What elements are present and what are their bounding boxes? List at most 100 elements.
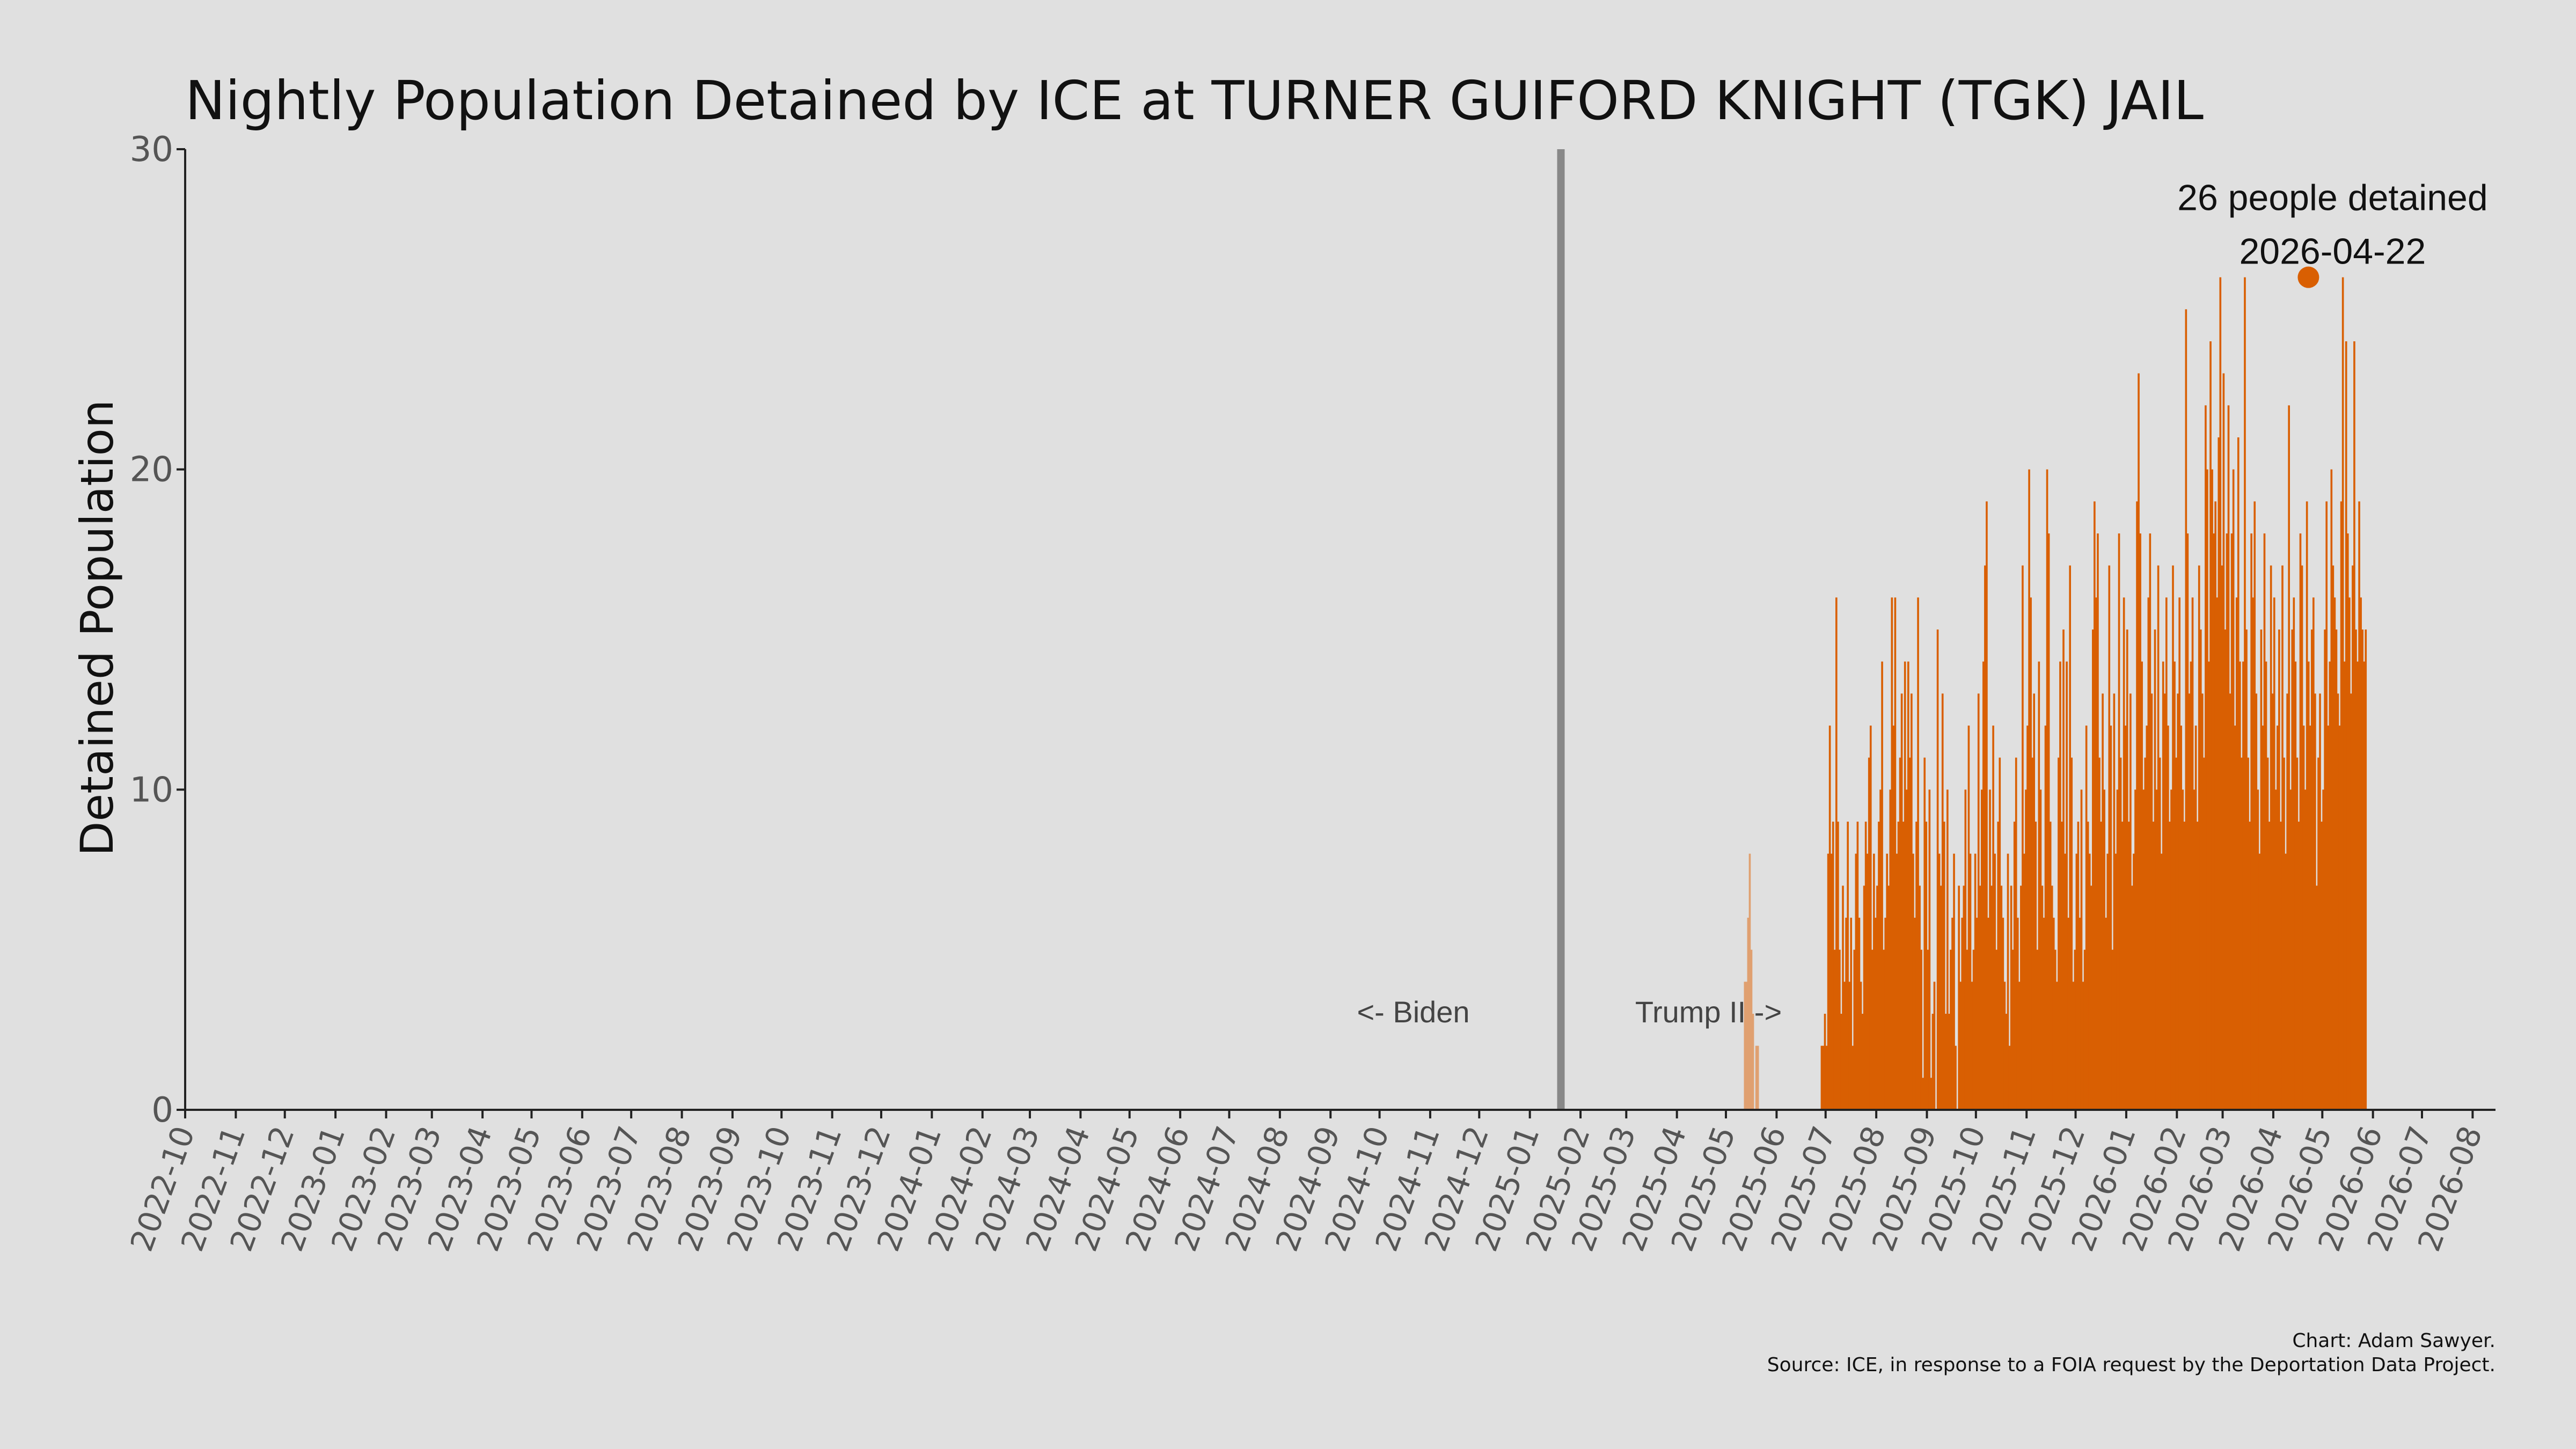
bar: [1931, 1014, 1934, 1110]
bar: [1936, 630, 1939, 1110]
administration-divider: [1557, 149, 1565, 1110]
bar: [2080, 789, 2083, 1110]
bar: [2054, 949, 2057, 1110]
bar: [1959, 982, 1962, 1110]
peak-marker: [2297, 266, 2319, 288]
bar: [1886, 853, 1889, 1110]
bar: [2075, 853, 2078, 1110]
bar: [2262, 726, 2264, 1110]
bar: [2070, 757, 2073, 1110]
bar: [1879, 789, 1882, 1110]
bar: [1830, 853, 1833, 1110]
bar: [2333, 597, 2336, 1110]
bar: [2123, 597, 2125, 1110]
bar: [1928, 789, 1931, 1110]
bar: [2266, 757, 2269, 1110]
bar: [2142, 789, 2145, 1110]
bar: [2047, 533, 2050, 1110]
bar: [1843, 982, 1846, 1110]
bar: [2206, 469, 2208, 1110]
bar: [1855, 853, 1857, 1110]
bar: [2094, 501, 2096, 1110]
bar: [2182, 789, 2184, 1110]
bar: [2325, 501, 2328, 1110]
bar: [2335, 630, 2338, 1110]
x-axis: 2022-102022-112022-122023-012023-022023-…: [123, 1109, 2496, 1256]
bar: [1839, 949, 1841, 1110]
bar: [2274, 789, 2277, 1110]
bar: [2273, 597, 2275, 1110]
bar: [2324, 630, 2326, 1110]
bar: [2252, 597, 2254, 1110]
bar: [2005, 1014, 2008, 1110]
bar: [1847, 822, 1849, 1110]
chart-credit: Chart: Adam Sawyer.: [2292, 1330, 2496, 1352]
bar: [2103, 789, 2105, 1110]
bar: [2227, 405, 2230, 1110]
bar: [1930, 1078, 1933, 1110]
bar: [2013, 822, 2016, 1110]
bar: [1873, 853, 1875, 1110]
bar: [1894, 597, 1897, 1110]
bar: [2043, 918, 2045, 1110]
bar: [2365, 630, 2367, 1110]
bar: [1832, 822, 1834, 1110]
bar: [2016, 918, 2019, 1110]
y-axis: 0 10 20 30: [130, 130, 186, 1130]
bar: [2213, 533, 2215, 1110]
bar: [2020, 885, 2022, 1110]
bar: [2297, 822, 2300, 1110]
bar: [1902, 822, 1905, 1110]
bar: [1748, 853, 1751, 1110]
bar: [1948, 1014, 1950, 1110]
bar: [2033, 693, 2036, 1110]
bar: [2214, 501, 2216, 1110]
bar: [2025, 789, 2027, 1110]
bar: [2163, 693, 2166, 1110]
bar: [2039, 789, 2042, 1110]
bar: [1860, 982, 1862, 1110]
bar: [1845, 918, 1847, 1110]
y-tick-label: 10: [130, 770, 173, 810]
bar: [1974, 853, 1977, 1110]
bar: [1951, 918, 1953, 1110]
bar: [1747, 918, 1750, 1110]
bar: [2332, 565, 2334, 1110]
bar: [1869, 726, 1872, 1110]
bar: [1897, 822, 1900, 1110]
bar: [1987, 918, 1989, 1110]
bar: [2337, 693, 2339, 1110]
bar: [1864, 822, 1867, 1110]
bar: [2116, 789, 2119, 1110]
bar: [1933, 982, 1936, 1110]
bar: [1851, 1045, 1854, 1110]
bar: [2062, 630, 2065, 1110]
bar: [1887, 885, 1890, 1110]
bar: [1840, 1014, 1842, 1110]
bar: [1744, 982, 1746, 1110]
bar: [2363, 661, 2366, 1110]
bar: [2355, 630, 2357, 1110]
bar: [2205, 405, 2207, 1110]
bar: [1989, 789, 1991, 1110]
bar: [2301, 565, 2303, 1110]
bar: [2237, 437, 2240, 1110]
bar: [2082, 982, 2084, 1110]
bar: [1875, 918, 1877, 1110]
bar: [2169, 822, 2171, 1110]
bar: [1909, 757, 1911, 1110]
bar: [2260, 630, 2263, 1110]
bar: [2022, 565, 2024, 1110]
bar: [1856, 822, 1859, 1110]
bar: [2066, 661, 2068, 1110]
bar: [1904, 661, 1906, 1110]
bar: [1961, 918, 1964, 1110]
bar: [2348, 597, 2351, 1110]
bar: [2340, 501, 2343, 1110]
bar: [2361, 630, 2363, 1110]
bar: [2067, 918, 2069, 1110]
bar: [2108, 565, 2111, 1110]
bar: [2077, 822, 2080, 1110]
bar: [1863, 885, 1865, 1110]
bar: [2056, 982, 2058, 1110]
